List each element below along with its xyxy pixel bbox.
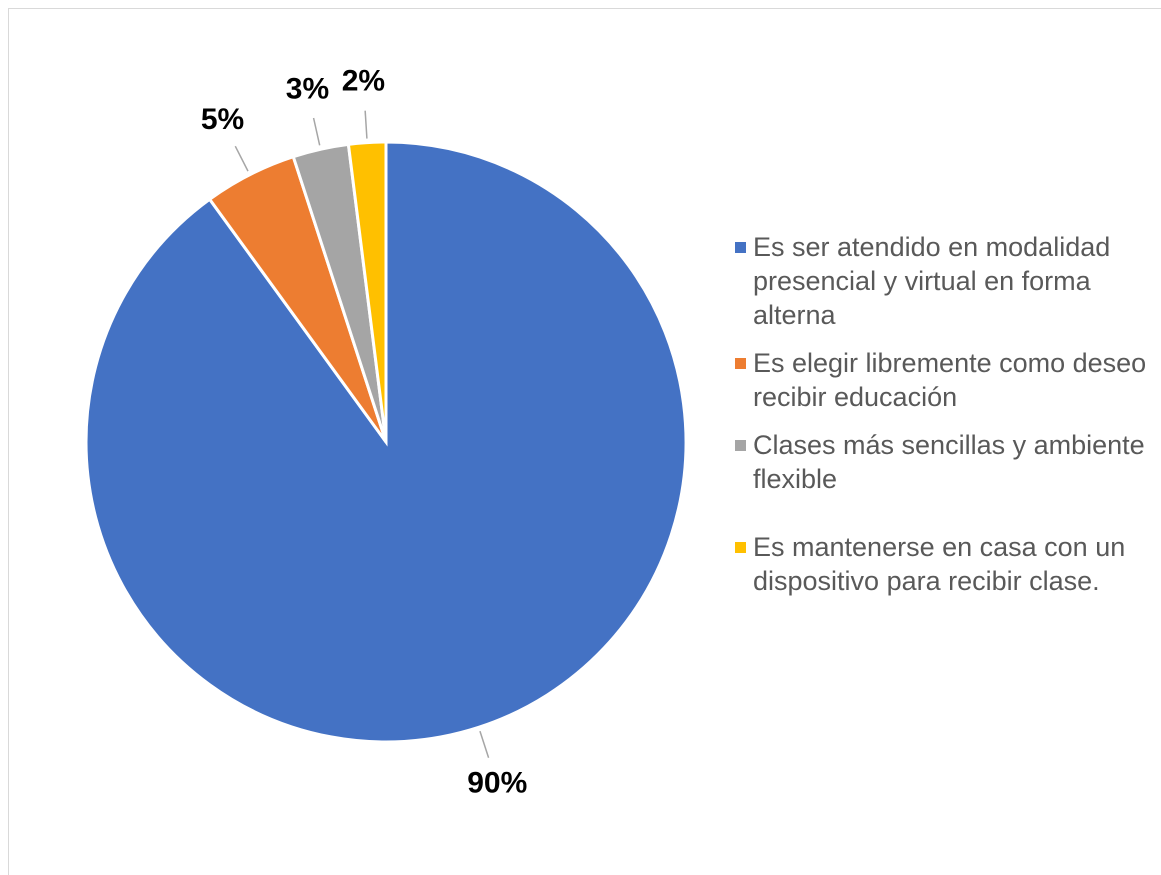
legend-label: Es mantenerse en casa con un dispositivo… [753,532,1126,596]
data-label: 5% [201,103,244,136]
legend-swatch [735,542,746,553]
leader-line [479,730,490,758]
legend-swatch [735,358,746,369]
chart-frame [8,8,1161,875]
data-label: 3% [286,73,329,106]
legend-label: Es elegir libremente como deseo recibir … [753,348,1147,412]
legend-item: Es mantenerse en casa con un dispositivo… [735,530,1155,598]
legend: Es ser atendido en modalidad presencial … [735,230,1155,612]
pie-slice [346,140,388,443]
data-label: 90% [467,766,527,799]
legend-swatch [735,242,746,253]
leader-line [312,117,321,146]
legend-label: Clases más sencillas y ambiente flexible [753,430,1145,494]
legend-item: Es ser atendido en modalidad presencial … [735,230,1155,332]
legend-item: Clases más sencillas y ambiente flexible [735,428,1155,496]
data-label: 2% [342,65,385,98]
legend-swatch [735,440,746,451]
legend-item: Es elegir libremente como deseo recibir … [735,346,1155,414]
leader-line [364,110,368,139]
leader-line [234,145,249,172]
legend-label: Es ser atendido en modalidad presencial … [753,232,1111,330]
